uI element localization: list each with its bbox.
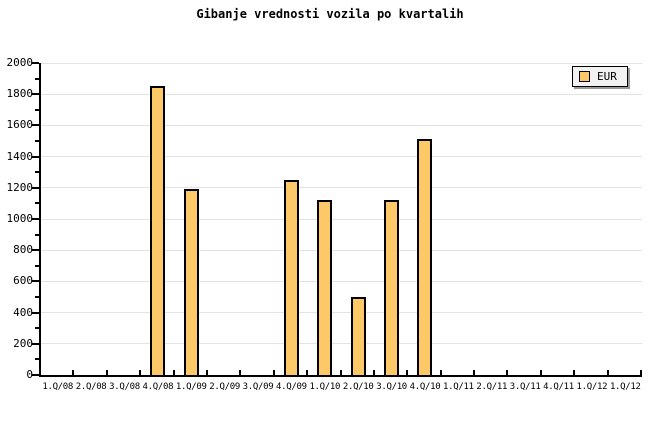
y-axis-minor-tick [35, 77, 39, 80]
x-axis-tick [72, 370, 75, 375]
y-axis-tick [32, 93, 39, 96]
x-axis-line [39, 375, 642, 377]
y-axis-label: 600 [13, 274, 33, 288]
gridline [41, 280, 642, 282]
x-axis-tick [573, 370, 576, 375]
bar [150, 86, 166, 375]
x-axis-label: 3.Q/08 [109, 382, 140, 392]
bar [183, 189, 199, 375]
x-axis-label: 1.Q/11 [443, 382, 474, 392]
x-axis-tick [539, 370, 542, 375]
y-axis-tick [32, 186, 39, 189]
x-axis-label: 1.Q/08 [42, 382, 74, 392]
y-axis-label: 1800 [6, 87, 34, 101]
x-axis-label: 4.Q/08 [142, 382, 174, 392]
y-axis-minor-tick [35, 296, 39, 298]
y-axis-label: 2000 [6, 56, 34, 69]
x-axis-label: 4.Q/11 [543, 382, 574, 392]
x-axis-tick [439, 370, 442, 375]
x-axis-tick [105, 370, 108, 375]
y-axis-minor-tick [35, 264, 39, 267]
x-axis-tick [272, 370, 275, 375]
y-axis-tick [32, 124, 39, 127]
x-axis-tick [139, 370, 142, 375]
y-axis-label: 800 [13, 243, 33, 257]
x-axis-label: 2.Q/08 [75, 382, 107, 392]
gridline [41, 343, 642, 345]
legend: EUR [572, 66, 628, 87]
legend-swatch-icon [579, 71, 590, 82]
y-axis-minor-tick [35, 140, 39, 142]
y-axis-tick [32, 342, 39, 345]
x-axis-label: 1.Q/10 [309, 382, 341, 392]
y-axis-tick [32, 249, 39, 252]
y-axis-minor-tick [35, 233, 39, 236]
x-axis-tick [406, 370, 409, 375]
x-axis-tick [606, 370, 609, 375]
plot-area [41, 62, 642, 375]
x-axis-label: 2.Q/10 [342, 382, 374, 392]
gridline [41, 187, 642, 189]
y-axis-minor-tick [35, 171, 39, 174]
x-axis-tick [306, 370, 309, 375]
y-axis-label: 400 [13, 305, 33, 319]
x-axis-label: 4.Q/09 [276, 382, 307, 392]
y-axis-label: 0 [26, 368, 33, 381]
y-axis-tick [32, 155, 39, 158]
x-axis-tick [372, 370, 375, 375]
x-axis-label: 1.Q/12 [609, 382, 641, 392]
bar [384, 200, 400, 375]
x-axis-label: 3.Q/10 [376, 382, 407, 392]
y-axis-minor-tick [35, 358, 39, 361]
y-axis-label: 1600 [6, 118, 34, 132]
y-axis-minor-tick [35, 202, 39, 205]
x-axis-tick [339, 370, 342, 375]
y-axis-tick [32, 62, 39, 64]
chart-title: Gibanje vrednosti vozila po kvartalih [196, 7, 464, 21]
y-axis-tick [32, 280, 39, 283]
bar [283, 180, 299, 375]
legend-label: EUR [597, 70, 617, 83]
y-axis-label: 1200 [6, 180, 34, 194]
gridline [41, 124, 642, 126]
x-axis-label: 3.Q/09 [242, 382, 274, 392]
gridline [41, 312, 642, 314]
y-axis-label: 1400 [6, 149, 34, 163]
y-axis-tick [32, 218, 39, 220]
gridline [41, 218, 642, 220]
y-axis-line [39, 63, 41, 377]
x-axis-tick [239, 370, 242, 375]
gridline [41, 156, 642, 158]
y-axis-tick [32, 374, 39, 376]
x-axis-label: 1.Q/09 [175, 382, 207, 392]
x-axis-tick [640, 370, 642, 375]
y-axis-label: 200 [13, 336, 33, 350]
y-axis-minor-tick [35, 327, 39, 330]
gridline [41, 93, 642, 95]
x-axis-tick [473, 370, 476, 375]
x-axis-label: 2.Q/09 [209, 382, 240, 392]
y-axis-minor-tick [35, 108, 39, 111]
bar [317, 200, 333, 375]
bar [350, 297, 366, 375]
bar [417, 139, 433, 375]
y-axis-label: 1000 [6, 212, 34, 225]
x-axis-tick [506, 370, 509, 375]
x-axis-label: 3.Q/11 [509, 382, 541, 392]
y-axis-tick [32, 311, 39, 314]
x-axis-tick [205, 370, 208, 375]
gridline [41, 62, 642, 64]
x-axis-label: 2.Q/11 [476, 382, 508, 392]
gridline [41, 249, 642, 251]
x-axis-label: 1.Q/12 [576, 382, 608, 392]
x-axis-label: 4.Q/10 [409, 382, 441, 392]
x-axis-tick [172, 370, 175, 375]
